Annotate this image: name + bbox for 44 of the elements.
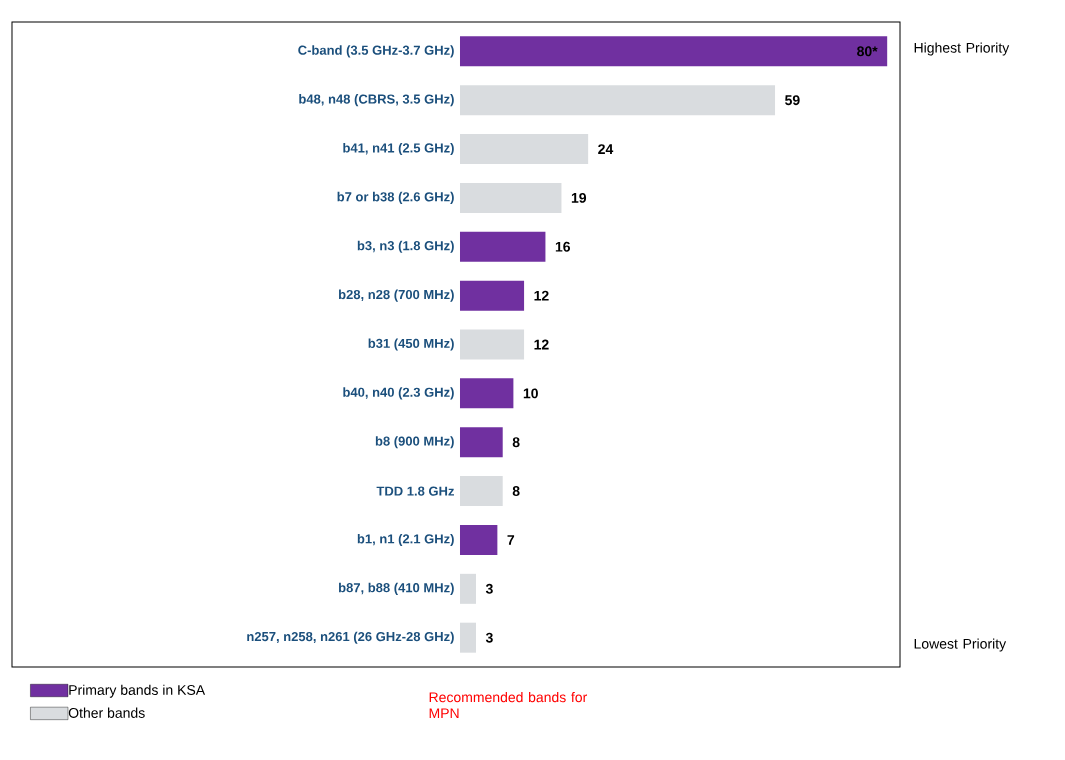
- y-tick-label: b31 (450 MHz): [368, 338, 454, 351]
- y-tick-label: b48, n48 (CBRS, 3.5 GHz): [299, 94, 454, 107]
- bar: [459, 134, 589, 165]
- bar: [459, 427, 503, 458]
- text: Highest Priority: [914, 42, 1010, 56]
- bar: [459, 524, 498, 555]
- data-label: 8: [512, 437, 520, 448]
- y-tick-label: C-band (3.5 GHz-3.7 GHz): [298, 45, 454, 58]
- legend-label: Other bands: [68, 707, 145, 718]
- y-tick-label: b1, n1 (2.1 GHz): [357, 533, 454, 547]
- bar: [459, 622, 477, 653]
- data-label: 16: [555, 241, 571, 252]
- data-label: 12: [534, 290, 549, 301]
- data-label: 12: [534, 339, 549, 350]
- legend-label: Primary bands in KSA: [69, 684, 206, 698]
- data-label: 3: [485, 583, 493, 594]
- bar: [459, 231, 546, 262]
- y-tick-label: b87, b88 (410 MHz): [339, 582, 454, 595]
- data-label: 7: [507, 535, 515, 545]
- data-label: 10: [523, 388, 538, 399]
- data-label: 59: [785, 95, 800, 106]
- y-tick-label: b3, n3 (1.8 GHz): [357, 240, 454, 253]
- y-tick-label: b8 (900 MHz): [375, 436, 454, 449]
- bar: [459, 85, 776, 116]
- bar: [459, 36, 888, 67]
- bar: [459, 329, 525, 360]
- data-label: 8: [512, 486, 520, 497]
- text: Recommended bands for MPN: [429, 691, 588, 719]
- data-label: 19: [571, 192, 587, 203]
- bar: [459, 476, 503, 507]
- bar: [459, 182, 562, 213]
- y-tick-label: b41, n41 (2.5 GHz): [343, 142, 454, 156]
- bar: [459, 573, 477, 604]
- y-tick-label: n257, n258, n261 (26 GHz-28 GHz): [247, 631, 454, 644]
- text: Lowest Priority: [914, 638, 1007, 652]
- y-tick-label: TDD 1.8 GHz: [376, 486, 454, 496]
- bar: [459, 280, 525, 311]
- bar: [459, 378, 514, 409]
- data-label: 3: [485, 632, 493, 643]
- data-label: 24: [598, 144, 614, 154]
- y-tick-label: b7 or b38 (2.6 GHz): [337, 191, 454, 204]
- y-tick-label: b40, n40 (2.3 GHz): [343, 387, 454, 400]
- data-label: 80*: [857, 46, 878, 57]
- y-tick-label: b28, n28 (700 MHz): [339, 289, 454, 302]
